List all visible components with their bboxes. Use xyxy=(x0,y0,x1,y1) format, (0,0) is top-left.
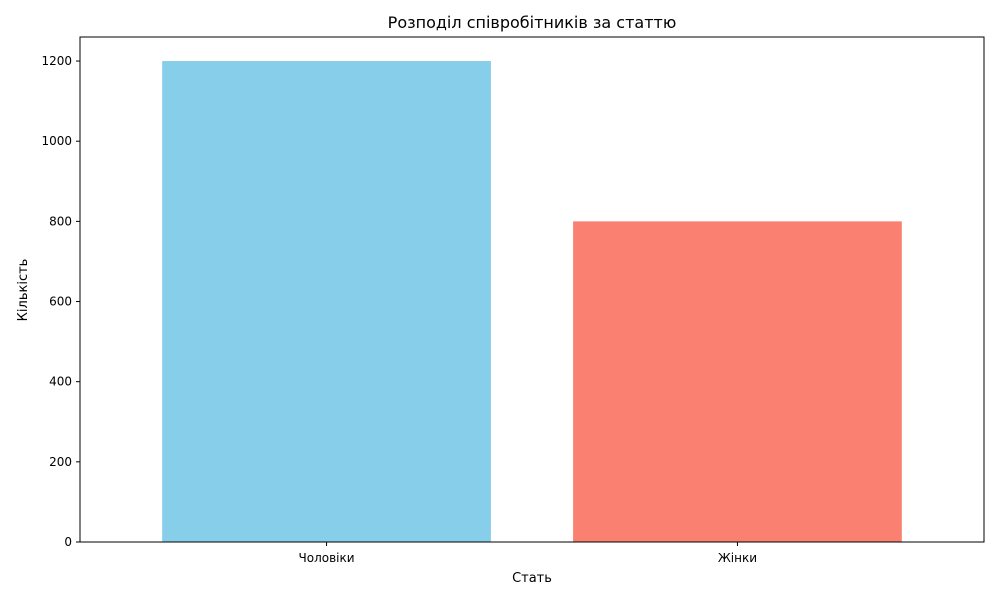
x-axis: Чоловіки Жінки xyxy=(299,542,757,565)
chart-title: Розподіл співробітників за статтю xyxy=(388,13,677,32)
y-tick-label: 0 xyxy=(64,535,72,549)
bars-group xyxy=(162,61,902,543)
y-axis: 0 200 400 600 800 1000 1200 xyxy=(41,54,80,549)
x-tick-label: Жінки xyxy=(718,551,757,565)
x-tick-label: Чоловіки xyxy=(299,551,355,565)
bar-1 xyxy=(573,221,902,542)
y-tick-label: 600 xyxy=(49,295,72,309)
y-tick-label: 200 xyxy=(49,455,72,469)
bar-0 xyxy=(162,61,491,543)
y-tick-label: 800 xyxy=(49,214,72,228)
x-axis-label: Стать xyxy=(512,571,552,586)
y-tick-label: 400 xyxy=(49,375,72,389)
y-axis-label: Кількість xyxy=(16,259,31,322)
y-tick-label: 1000 xyxy=(41,134,72,148)
plot-frame xyxy=(79,36,985,543)
y-tick-label: 1200 xyxy=(41,54,72,68)
